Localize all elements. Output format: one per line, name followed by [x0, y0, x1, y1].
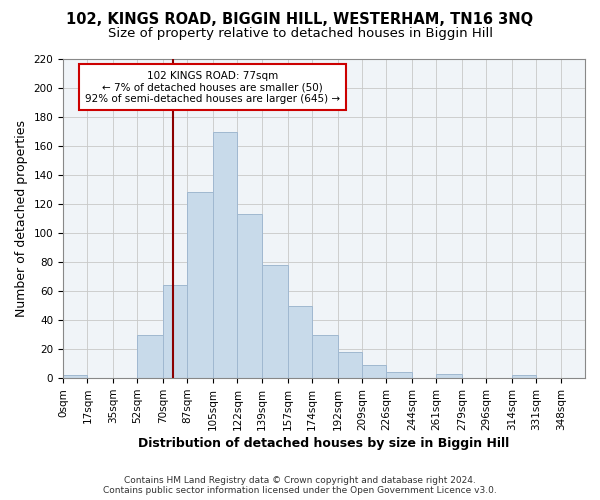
Text: 102 KINGS ROAD: 77sqm
← 7% of detached houses are smaller (50)
92% of semi-detac: 102 KINGS ROAD: 77sqm ← 7% of detached h…	[85, 70, 340, 104]
Bar	[163, 286, 187, 378]
Bar	[312, 334, 338, 378]
Bar	[187, 192, 213, 378]
Bar	[338, 352, 362, 378]
Text: Size of property relative to detached houses in Biggin Hill: Size of property relative to detached ho…	[107, 28, 493, 40]
Text: Contains HM Land Registry data © Crown copyright and database right 2024.
Contai: Contains HM Land Registry data © Crown c…	[103, 476, 497, 495]
Bar	[386, 372, 412, 378]
Bar	[137, 334, 163, 378]
Bar	[262, 265, 287, 378]
Text: 102, KINGS ROAD, BIGGIN HILL, WESTERHAM, TN16 3NQ: 102, KINGS ROAD, BIGGIN HILL, WESTERHAM,…	[67, 12, 533, 28]
X-axis label: Distribution of detached houses by size in Biggin Hill: Distribution of detached houses by size …	[139, 437, 509, 450]
Y-axis label: Number of detached properties: Number of detached properties	[15, 120, 28, 317]
Bar	[287, 306, 312, 378]
Bar	[512, 376, 536, 378]
Bar	[238, 214, 262, 378]
Bar	[213, 132, 238, 378]
Bar	[436, 374, 462, 378]
Bar	[362, 365, 386, 378]
Bar	[63, 376, 88, 378]
